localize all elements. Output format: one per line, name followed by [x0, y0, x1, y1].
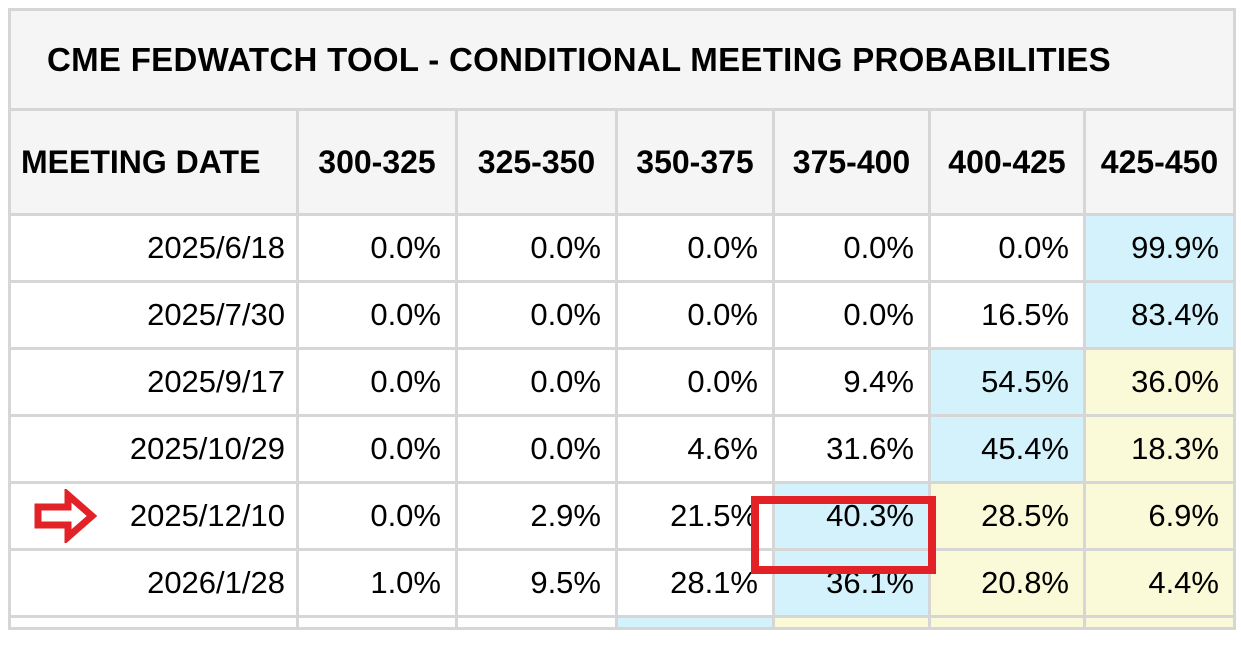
probability-cell: 28.1%: [615, 548, 775, 618]
probability-cell: 0.0%: [296, 414, 458, 484]
probability-cell: 0.0%: [615, 213, 775, 283]
probability-cell: 0.0%: [455, 213, 618, 283]
probability-cell: 45.4%: [928, 414, 1086, 484]
meeting-date-cell: 2025/12/10: [8, 481, 299, 551]
probability-cell: 0.0%: [455, 347, 618, 417]
probability-cell: 0.0%: [455, 280, 618, 350]
meeting-date-cell: 2025/10/29: [8, 414, 299, 484]
probability-cell: 0.0%: [772, 280, 931, 350]
table-row: 2025/9/17 0.0% 0.0% 0.0% 9.4% 54.5% 36.0…: [8, 347, 1236, 417]
column-header-325-350: 325-350: [455, 108, 618, 216]
probability-cell: 0.0%: [296, 213, 458, 283]
probability-cell: 99.9%: [1083, 213, 1236, 283]
column-header-300-325: 300-325: [296, 108, 458, 216]
probability-cell: 4.4%: [1083, 548, 1236, 618]
probability-cell: 20.8%: [928, 548, 1086, 618]
column-header-350-375: 350-375: [615, 108, 775, 216]
partial-next-row: [8, 615, 1236, 630]
title-row: CME FEDWATCH TOOL - CONDITIONAL MEETING …: [8, 8, 1236, 111]
partial-cell: [772, 615, 931, 630]
probability-cell: 0.0%: [296, 280, 458, 350]
table-row: 2025/6/18 0.0% 0.0% 0.0% 0.0% 0.0% 99.9%: [8, 213, 1236, 283]
probability-cell: 36.1%: [772, 548, 931, 618]
partial-cell: [8, 615, 299, 630]
meeting-date-cell: 2025/7/30: [8, 280, 299, 350]
probability-cell: 9.4%: [772, 347, 931, 417]
column-header-375-400: 375-400: [772, 108, 931, 216]
probability-cell: 1.0%: [296, 548, 458, 618]
red-arrow-icon: [33, 489, 97, 543]
probability-cell: 0.0%: [615, 347, 775, 417]
probability-cell: 9.5%: [455, 548, 618, 618]
probability-cell: 2.9%: [455, 481, 618, 551]
partial-cell: [1083, 615, 1236, 630]
probability-cell: 0.0%: [772, 213, 931, 283]
table-title: CME FEDWATCH TOOL - CONDITIONAL MEETING …: [8, 8, 1236, 111]
meeting-date-label: 2025/12/10: [129, 498, 285, 533]
partial-cell: [296, 615, 458, 630]
meeting-date-cell: 2025/6/18: [8, 213, 299, 283]
red-highlight-box-annotation: [751, 496, 936, 574]
probability-cell: 16.5%: [928, 280, 1086, 350]
probability-cell: 0.0%: [928, 213, 1086, 283]
table-row-highlighted: 2025/12/10 0.0% 2.9% 21.5% 40.3% 28.5% 6…: [8, 481, 1236, 551]
partial-cell: [455, 615, 618, 630]
meeting-date-cell: 2026/1/28: [8, 548, 299, 618]
probability-cell: 0.0%: [296, 481, 458, 551]
probability-cell: 36.0%: [1083, 347, 1236, 417]
probability-cell: 28.5%: [928, 481, 1086, 551]
meeting-date-cell: 2025/9/17: [8, 347, 299, 417]
probability-cell: 21.5%: [615, 481, 775, 551]
probability-cell: 4.6%: [615, 414, 775, 484]
partial-cell: [615, 615, 775, 630]
probability-cell: 0.0%: [615, 280, 775, 350]
column-header-meeting-date: MEETING DATE: [8, 108, 299, 216]
probability-cell: 83.4%: [1083, 280, 1236, 350]
table-row: 2025/7/30 0.0% 0.0% 0.0% 0.0% 16.5% 83.4…: [8, 280, 1236, 350]
probability-cell-boxed: 40.3%: [772, 481, 931, 551]
probability-cell: 0.0%: [455, 414, 618, 484]
table-row: 2026/1/28 1.0% 9.5% 28.1% 36.1% 20.8% 4.…: [8, 548, 1236, 618]
column-header-425-450: 425-450: [1083, 108, 1236, 216]
probability-cell: 0.0%: [296, 347, 458, 417]
probability-cell: 54.5%: [928, 347, 1086, 417]
probability-cell: 18.3%: [1083, 414, 1236, 484]
conditional-probabilities-table: CME FEDWATCH TOOL - CONDITIONAL MEETING …: [8, 8, 1236, 630]
column-header-400-425: 400-425: [928, 108, 1086, 216]
table-row: 2025/10/29 0.0% 0.0% 4.6% 31.6% 45.4% 18…: [8, 414, 1236, 484]
header-row: MEETING DATE 300-325 325-350 350-375 375…: [8, 108, 1236, 216]
partial-cell: [928, 615, 1086, 630]
probability-cell: 31.6%: [772, 414, 931, 484]
probability-cell: 6.9%: [1083, 481, 1236, 551]
